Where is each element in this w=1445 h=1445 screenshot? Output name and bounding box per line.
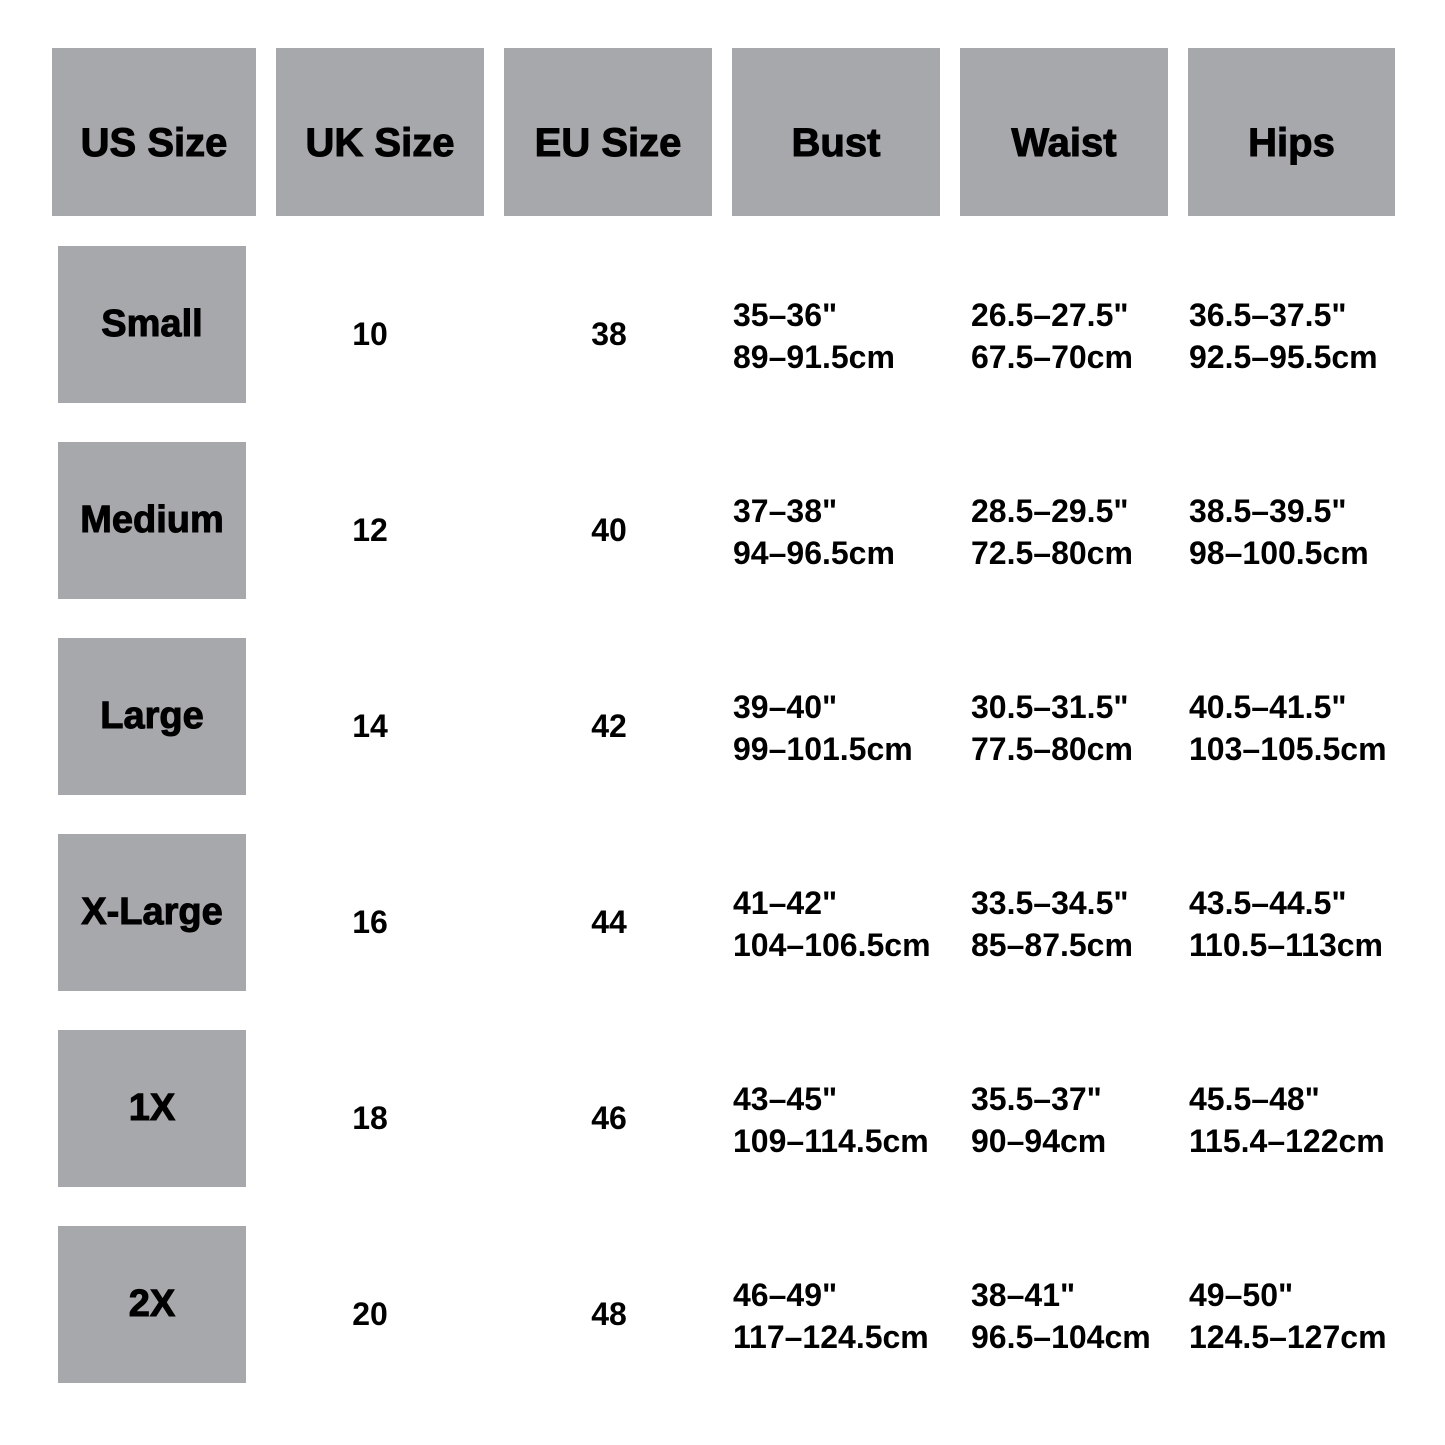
cell-bust: 41–42" 104–106.5cm [733, 882, 931, 966]
cell-waist: 26.5–27.5" 67.5–70cm [971, 294, 1133, 378]
header-eu-size: EU Size [504, 48, 712, 216]
cell-waist: 28.5–29.5" 72.5–80cm [971, 490, 1133, 574]
measure-inches: 33.5–34.5" [971, 885, 1129, 921]
cell-bust: 37–38" 94–96.5cm [733, 490, 895, 574]
measure-cm: 89–91.5cm [733, 339, 895, 375]
cell-uk-size: 20 [352, 1296, 388, 1332]
measure-cm: 96.5–104cm [971, 1319, 1151, 1355]
cell-hips: 49–50" 124.5–127cm [1189, 1274, 1387, 1358]
cell-hips: 38.5–39.5" 98–100.5cm [1189, 490, 1369, 574]
row-label-us-size: 2X [58, 1226, 246, 1383]
measure-cm: 77.5–80cm [971, 731, 1133, 767]
measure-inches: 38–41" [971, 1277, 1076, 1313]
cell-uk-size: 16 [352, 904, 388, 940]
measure-inches: 45.5–48" [1189, 1081, 1320, 1117]
measure-cm: 110.5–113cm [1189, 927, 1383, 963]
measure-cm: 124.5–127cm [1189, 1319, 1387, 1355]
measure-inches: 43–45" [733, 1081, 838, 1117]
measure-inches: 35–36" [733, 297, 838, 333]
row-label-us-size: X-Large [58, 834, 246, 991]
cell-eu-size: 44 [591, 904, 627, 940]
row-label-us-size: Small [58, 246, 246, 403]
measure-inches: 35.5–37" [971, 1081, 1102, 1117]
cell-bust: 35–36" 89–91.5cm [733, 294, 895, 378]
measure-cm: 99–101.5cm [733, 731, 913, 767]
measure-cm: 117–124.5cm [733, 1319, 929, 1355]
measure-inches: 36.5–37.5" [1189, 297, 1347, 333]
row-label-us-size: Medium [58, 442, 246, 599]
cell-hips: 40.5–41.5" 103–105.5cm [1189, 686, 1387, 770]
cell-hips: 45.5–48" 115.4–122cm [1189, 1078, 1385, 1162]
cell-uk-size: 12 [352, 512, 388, 548]
measure-inches: 40.5–41.5" [1189, 689, 1347, 725]
cell-uk-size: 10 [352, 316, 388, 352]
cell-eu-size: 40 [591, 512, 627, 548]
measure-cm: 94–96.5cm [733, 535, 895, 571]
measure-cm: 115.4–122cm [1189, 1123, 1385, 1159]
measure-inches: 28.5–29.5" [971, 493, 1129, 529]
measure-inches: 26.5–27.5" [971, 297, 1129, 333]
cell-waist: 38–41" 96.5–104cm [971, 1274, 1151, 1358]
cell-eu-size: 42 [591, 708, 627, 744]
cell-uk-size: 14 [352, 708, 388, 744]
measure-inches: 39–40" [733, 689, 838, 725]
cell-bust: 39–40" 99–101.5cm [733, 686, 913, 770]
cell-eu-size: 48 [591, 1296, 627, 1332]
cell-uk-size: 18 [352, 1100, 388, 1136]
measure-cm: 85–87.5cm [971, 927, 1133, 963]
measure-cm: 103–105.5cm [1189, 731, 1387, 767]
measure-cm: 72.5–80cm [971, 535, 1133, 571]
measure-cm: 67.5–70cm [971, 339, 1133, 375]
measure-cm: 109–114.5cm [733, 1123, 929, 1159]
measure-inches: 49–50" [1189, 1277, 1294, 1313]
header-waist: Waist [960, 48, 1168, 216]
row-label-us-size: Large [58, 638, 246, 795]
header-us-size: US Size [52, 48, 256, 216]
measure-inches: 37–38" [733, 493, 838, 529]
measure-inches: 41–42" [733, 885, 838, 921]
header-bust: Bust [732, 48, 940, 216]
cell-waist: 30.5–31.5" 77.5–80cm [971, 686, 1133, 770]
cell-eu-size: 38 [591, 316, 627, 352]
row-label-us-size: 1X [58, 1030, 246, 1187]
cell-eu-size: 46 [591, 1100, 627, 1136]
cell-hips: 43.5–44.5" 110.5–113cm [1189, 882, 1383, 966]
measure-cm: 92.5–95.5cm [1189, 339, 1378, 375]
cell-waist: 35.5–37" 90–94cm [971, 1078, 1106, 1162]
cell-bust: 43–45" 109–114.5cm [733, 1078, 929, 1162]
measure-inches: 38.5–39.5" [1189, 493, 1347, 529]
measure-cm: 104–106.5cm [733, 927, 931, 963]
measure-inches: 46–49" [733, 1277, 838, 1313]
measure-cm: 90–94cm [971, 1123, 1107, 1159]
cell-waist: 33.5–34.5" 85–87.5cm [971, 882, 1133, 966]
measure-inches: 43.5–44.5" [1189, 885, 1347, 921]
measure-cm: 98–100.5cm [1189, 535, 1369, 571]
header-hips: Hips [1188, 48, 1395, 216]
measure-inches: 30.5–31.5" [971, 689, 1129, 725]
cell-bust: 46–49" 117–124.5cm [733, 1274, 929, 1358]
header-uk-size: UK Size [276, 48, 484, 216]
cell-hips: 36.5–37.5" 92.5–95.5cm [1189, 294, 1378, 378]
